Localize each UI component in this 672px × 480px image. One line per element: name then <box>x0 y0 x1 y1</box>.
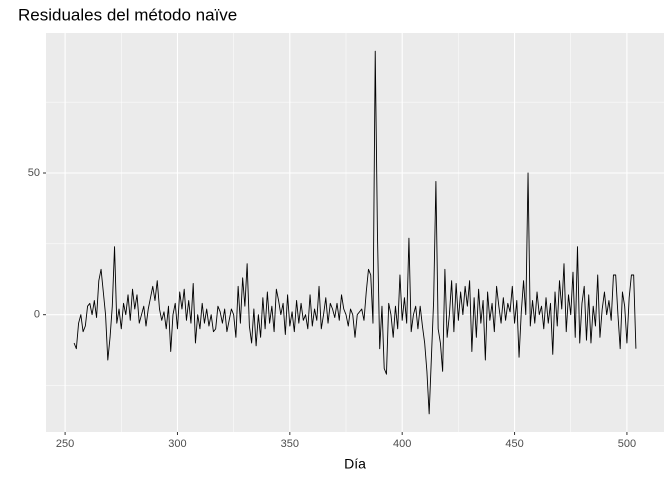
x-tick-label: 400 <box>393 438 411 450</box>
x-tick-label: 450 <box>505 438 523 450</box>
y-tick-label: 50 <box>28 167 40 179</box>
x-axis-label: Día <box>344 456 366 472</box>
x-tick-label: 350 <box>281 438 299 450</box>
x-tick-label: 300 <box>168 438 186 450</box>
plot-panel <box>46 33 664 432</box>
x-tick-label: 500 <box>618 438 636 450</box>
data-line <box>73 50 637 415</box>
x-tick-label: 250 <box>56 438 74 450</box>
y-tick-label: 0 <box>34 309 40 321</box>
chart-title: Residuales del método naïve <box>18 5 237 24</box>
